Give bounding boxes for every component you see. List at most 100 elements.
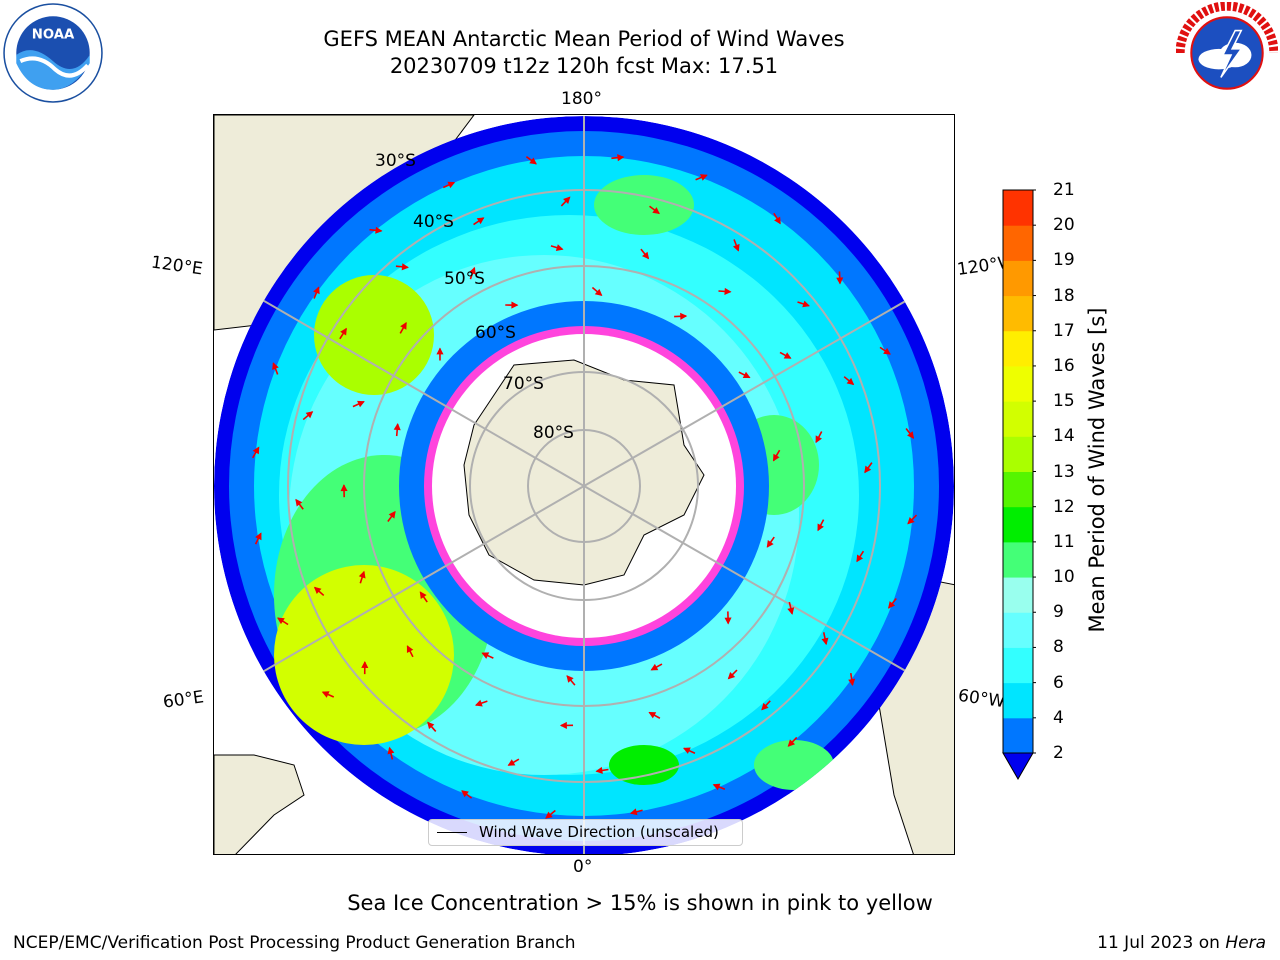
colorbar-tick-label: 16 bbox=[1053, 355, 1075, 376]
colorbar-bin-9-10 bbox=[1003, 577, 1033, 613]
colorbar-extend-min bbox=[1002, 752, 1034, 781]
wave-direction-arrowhead bbox=[474, 699, 483, 707]
map-panel: Wind Wave Direction (unscaled) bbox=[213, 114, 955, 855]
wave-direction-arrowhead bbox=[252, 446, 260, 455]
colorbar bbox=[1002, 189, 1036, 781]
lon-label-0: 0° bbox=[573, 857, 593, 877]
wave-direction-arrowhead bbox=[321, 691, 330, 698]
colorbar-tick-label: 9 bbox=[1053, 602, 1064, 623]
wave-direction-arrowhead bbox=[295, 498, 303, 507]
wave-direction-arrowhead bbox=[846, 377, 855, 386]
colorbar-bin-12-13 bbox=[1003, 471, 1033, 508]
wave-direction-arrowhead bbox=[856, 554, 864, 563]
colorbar-bin-17-18 bbox=[1003, 295, 1033, 332]
wave-direction-arrowhead bbox=[680, 312, 688, 320]
colorbar-bin-8-9 bbox=[1003, 612, 1033, 648]
wave-direction-arrowhead bbox=[772, 453, 780, 462]
wave-direction-arrowhead bbox=[313, 286, 320, 295]
wave-direction-arrowhead bbox=[595, 766, 603, 774]
wave-direction-arrowhead bbox=[555, 244, 564, 252]
wave-direction-arrowhead bbox=[529, 157, 537, 165]
colorbar-tick-label: 21 bbox=[1053, 180, 1075, 200]
wave-direction-arrowhead bbox=[864, 465, 872, 474]
colorbar-tick-label: 6 bbox=[1053, 672, 1064, 693]
wave-direction-arrowhead bbox=[255, 532, 262, 541]
colorbar-bin-20-21 bbox=[1003, 190, 1033, 226]
nws-logo bbox=[1176, 2, 1278, 102]
colorbar-tick-label: 13 bbox=[1053, 461, 1075, 482]
wave-direction-arrowhead bbox=[766, 540, 774, 548]
colorbar-bin-16-17 bbox=[1003, 330, 1033, 367]
wave-direction-arrowhead bbox=[700, 174, 708, 181]
wave-direction-arrowhead bbox=[787, 607, 795, 615]
wave-direction-arrowhead bbox=[357, 400, 365, 408]
wave-direction-arrowhead bbox=[648, 711, 657, 719]
colorbar-label: Mean Period of Wind Waves [s] bbox=[1085, 307, 1109, 633]
colorbar-tick-label: 14 bbox=[1053, 426, 1075, 447]
colorbar-bin-11-12 bbox=[1003, 506, 1033, 543]
wave-direction-arrowhead bbox=[566, 675, 574, 683]
wave-direction-arrowhead bbox=[821, 637, 829, 646]
lat-label-70s: 70°S bbox=[503, 374, 544, 394]
wave-direction-arrowhead bbox=[545, 811, 553, 819]
wave-direction-arrowhead bbox=[361, 661, 369, 669]
lat-label-80s: 80°S bbox=[533, 423, 574, 443]
wave-direction-arrowhead bbox=[406, 645, 414, 653]
wave-direction-arrowhead bbox=[387, 746, 395, 755]
lon-label-60w: 60°W bbox=[956, 685, 1007, 713]
wave-direction-arrowhead bbox=[761, 702, 769, 711]
lat-label-60s: 60°S bbox=[475, 323, 516, 343]
wave-direction-arrowhead bbox=[507, 759, 516, 766]
colorbar-tick-label: 20 bbox=[1053, 215, 1075, 236]
colorbar-tick-label: 18 bbox=[1053, 285, 1075, 306]
wave-direction-arrowhead bbox=[888, 601, 896, 609]
lon-label-180: 180° bbox=[561, 89, 602, 109]
colorbar-tick-label: 2 bbox=[1053, 743, 1064, 763]
noaa-logo: NOAA bbox=[3, 3, 103, 103]
sea-ice-caption: Sea Ice Concentration > 15% is shown in … bbox=[347, 891, 933, 915]
wave-direction-arrowhead bbox=[883, 347, 891, 355]
legend-line-swatch bbox=[437, 832, 467, 833]
land-africa bbox=[214, 754, 305, 854]
wave-direction-arrowhead bbox=[358, 570, 366, 579]
colorbar-bin-10-11 bbox=[1003, 541, 1033, 578]
wave-direction-arrowhead bbox=[742, 371, 751, 379]
colorbar-bin-6-8 bbox=[1003, 647, 1033, 684]
wave-direction-arrowhead bbox=[401, 263, 409, 271]
colorbar-bin-4-6 bbox=[1003, 682, 1033, 719]
lon-label-60e: 60°E bbox=[161, 687, 206, 713]
wave-direction-arrowhead bbox=[461, 790, 469, 798]
wave-direction-arrowhead bbox=[907, 516, 915, 525]
wave-direction-arrowhead bbox=[313, 586, 322, 595]
wave-direction-arrowhead bbox=[712, 783, 721, 791]
chart-title: GEFS MEAN Antarctic Mean Period of Wind … bbox=[323, 27, 845, 51]
wave-direction-arrowhead bbox=[652, 207, 660, 215]
wave-direction-arrowhead bbox=[774, 216, 781, 225]
wave-direction-arrowhead bbox=[511, 301, 519, 309]
wave-direction-arrowhead bbox=[393, 422, 401, 431]
wave-direction-arrowhead bbox=[447, 181, 456, 189]
colorbar-bin-15-16 bbox=[1003, 365, 1033, 402]
wave-direction-arrowhead bbox=[783, 352, 792, 359]
footer-credit: NCEP/EMC/Verification Post Processing Pr… bbox=[13, 933, 576, 953]
wave-direction-arrowhead bbox=[815, 435, 822, 444]
colorbar-tick-label: 17 bbox=[1053, 320, 1075, 341]
wave-direction-arrowhead bbox=[277, 617, 285, 625]
wave-direction-arrowhead bbox=[436, 347, 444, 355]
footer-date-text: 11 Jul 2023 on bbox=[1097, 933, 1226, 953]
wave-direction-arrowhead bbox=[272, 362, 279, 370]
legend-label: Wind Wave Direction (unscaled) bbox=[479, 823, 719, 841]
wave-direction-arrowhead bbox=[727, 671, 736, 680]
wave-direction-arrowhead bbox=[836, 277, 844, 285]
wave-direction-arrowhead bbox=[650, 663, 659, 671]
wave-direction-arrowhead bbox=[340, 484, 348, 492]
wave-direction-arrowhead bbox=[802, 300, 810, 308]
wave-direction-arrowhead bbox=[388, 510, 396, 519]
colorbar-tick-label: 10 bbox=[1053, 567, 1075, 588]
wave-direction-arrowhead bbox=[427, 721, 435, 730]
wave-direction-arrowhead bbox=[340, 327, 347, 336]
wave-direction-arrowhead bbox=[724, 287, 732, 295]
wave-direction-arrowhead bbox=[907, 431, 915, 439]
map-legend: Wind Wave Direction (unscaled) bbox=[428, 819, 743, 846]
wave-direction-arrowhead bbox=[642, 251, 650, 260]
